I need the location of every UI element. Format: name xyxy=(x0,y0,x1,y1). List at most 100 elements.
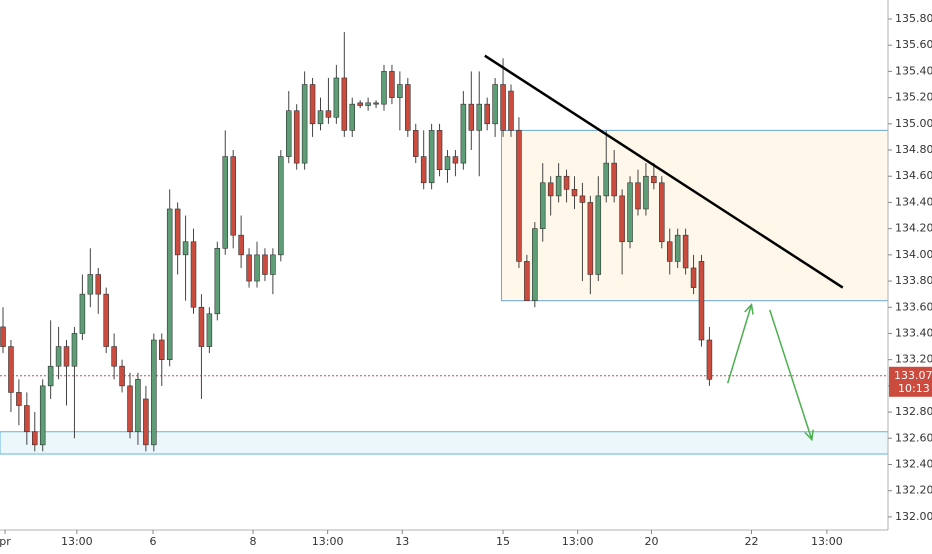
candle-body xyxy=(119,365,125,387)
x-tick-label: 13 xyxy=(395,535,409,548)
y-tick-label: 133.400 xyxy=(895,326,932,339)
candle-body xyxy=(524,261,530,302)
candle-body xyxy=(547,182,554,197)
last-price-label: 133.077 xyxy=(894,369,932,382)
candle-body xyxy=(412,130,419,157)
candle-body xyxy=(706,339,713,380)
y-tick-label: 132.400 xyxy=(895,457,932,470)
candle-body xyxy=(619,195,625,243)
candle-body xyxy=(428,130,435,184)
zone xyxy=(0,431,889,455)
y-tick-label: 132.200 xyxy=(895,484,932,497)
candle-body xyxy=(436,130,443,170)
y-tick-label: 133.200 xyxy=(895,353,932,366)
candle-body xyxy=(532,228,538,302)
candle-body xyxy=(555,175,562,197)
candle-body xyxy=(579,195,586,203)
candle-body xyxy=(690,267,697,288)
x-tick-label: 6 xyxy=(150,535,157,548)
candle-body xyxy=(563,175,570,190)
candle-body xyxy=(285,110,292,157)
candle-body xyxy=(79,293,86,334)
arrow-shaft xyxy=(726,304,753,384)
candle-body xyxy=(444,156,451,170)
candle-body xyxy=(333,77,340,118)
candle-body xyxy=(635,182,641,210)
x-tick-label: 15 xyxy=(496,535,510,548)
candle-body xyxy=(0,326,6,347)
candle-body xyxy=(587,202,594,275)
candle-body xyxy=(611,162,617,197)
candle-body xyxy=(381,71,387,105)
candle-body xyxy=(405,84,411,131)
candle-body xyxy=(309,84,316,125)
y-tick-label: 133.800 xyxy=(895,274,932,287)
candle-body xyxy=(643,175,649,210)
candle-body xyxy=(111,346,117,367)
candle-body xyxy=(158,339,165,360)
y-tick-label: 132.800 xyxy=(895,405,932,418)
candle-body xyxy=(246,254,252,282)
candle-body xyxy=(8,346,14,393)
y-tick-label: 132.000 xyxy=(895,510,932,523)
candle-body xyxy=(198,306,205,347)
candle-body xyxy=(397,84,403,98)
candle-body xyxy=(95,274,102,295)
candle-body xyxy=(270,254,276,275)
y-tick-label: 134.800 xyxy=(895,143,932,156)
candle-body xyxy=(182,241,189,256)
candle-body xyxy=(301,84,308,164)
arrow-shaft xyxy=(769,309,813,440)
candle-body xyxy=(460,103,467,164)
candle-body xyxy=(349,103,356,131)
y-tick-label: 135.800 xyxy=(895,12,932,25)
x-tick-label: 13:00 xyxy=(562,535,594,548)
candle-body xyxy=(262,254,268,275)
candle-body xyxy=(508,90,514,131)
candle-body xyxy=(55,346,62,367)
y-tick-label: 134.000 xyxy=(895,248,932,261)
candle-body xyxy=(373,102,379,105)
candle-body xyxy=(103,293,109,347)
candle-body xyxy=(539,182,546,229)
candle-body xyxy=(666,241,673,262)
candle-body xyxy=(278,156,284,256)
y-tick-label: 134.600 xyxy=(895,169,932,182)
candle-body xyxy=(452,156,459,164)
x-tick-label: 13:00 xyxy=(811,535,843,548)
candle-body xyxy=(143,398,149,446)
candle-body xyxy=(484,103,490,125)
candle-body xyxy=(500,84,506,131)
candle-body xyxy=(674,234,681,262)
candle-body xyxy=(659,182,665,243)
candle-body xyxy=(63,346,70,367)
countdown-label: 10:13 xyxy=(898,382,930,395)
candle-body xyxy=(230,156,236,236)
candle-body xyxy=(39,385,46,446)
candle-body xyxy=(389,71,395,98)
candle-body xyxy=(32,431,38,446)
candle-body xyxy=(87,274,94,295)
y-tick-label: 135.600 xyxy=(895,38,932,51)
candle-body xyxy=(166,208,173,360)
candle-body xyxy=(214,247,221,315)
candle-body xyxy=(47,365,54,387)
candle-body xyxy=(698,261,705,341)
y-tick-label: 135.000 xyxy=(895,117,932,130)
last-price-box xyxy=(889,366,932,397)
x-tick-label: 20 xyxy=(644,535,658,548)
candle-body xyxy=(357,102,363,106)
candle-body xyxy=(190,241,197,308)
candle-body xyxy=(682,234,689,269)
candle-body xyxy=(365,102,371,106)
candle-body xyxy=(476,103,483,131)
candle-body xyxy=(325,110,332,118)
candle-body xyxy=(651,175,657,184)
candle-body xyxy=(627,182,633,243)
candle-body xyxy=(24,405,30,433)
candle-body xyxy=(222,156,229,249)
candle-body xyxy=(341,77,348,131)
x-tick-label: 13:00 xyxy=(61,535,93,548)
x-tick-label: pr xyxy=(0,535,11,548)
